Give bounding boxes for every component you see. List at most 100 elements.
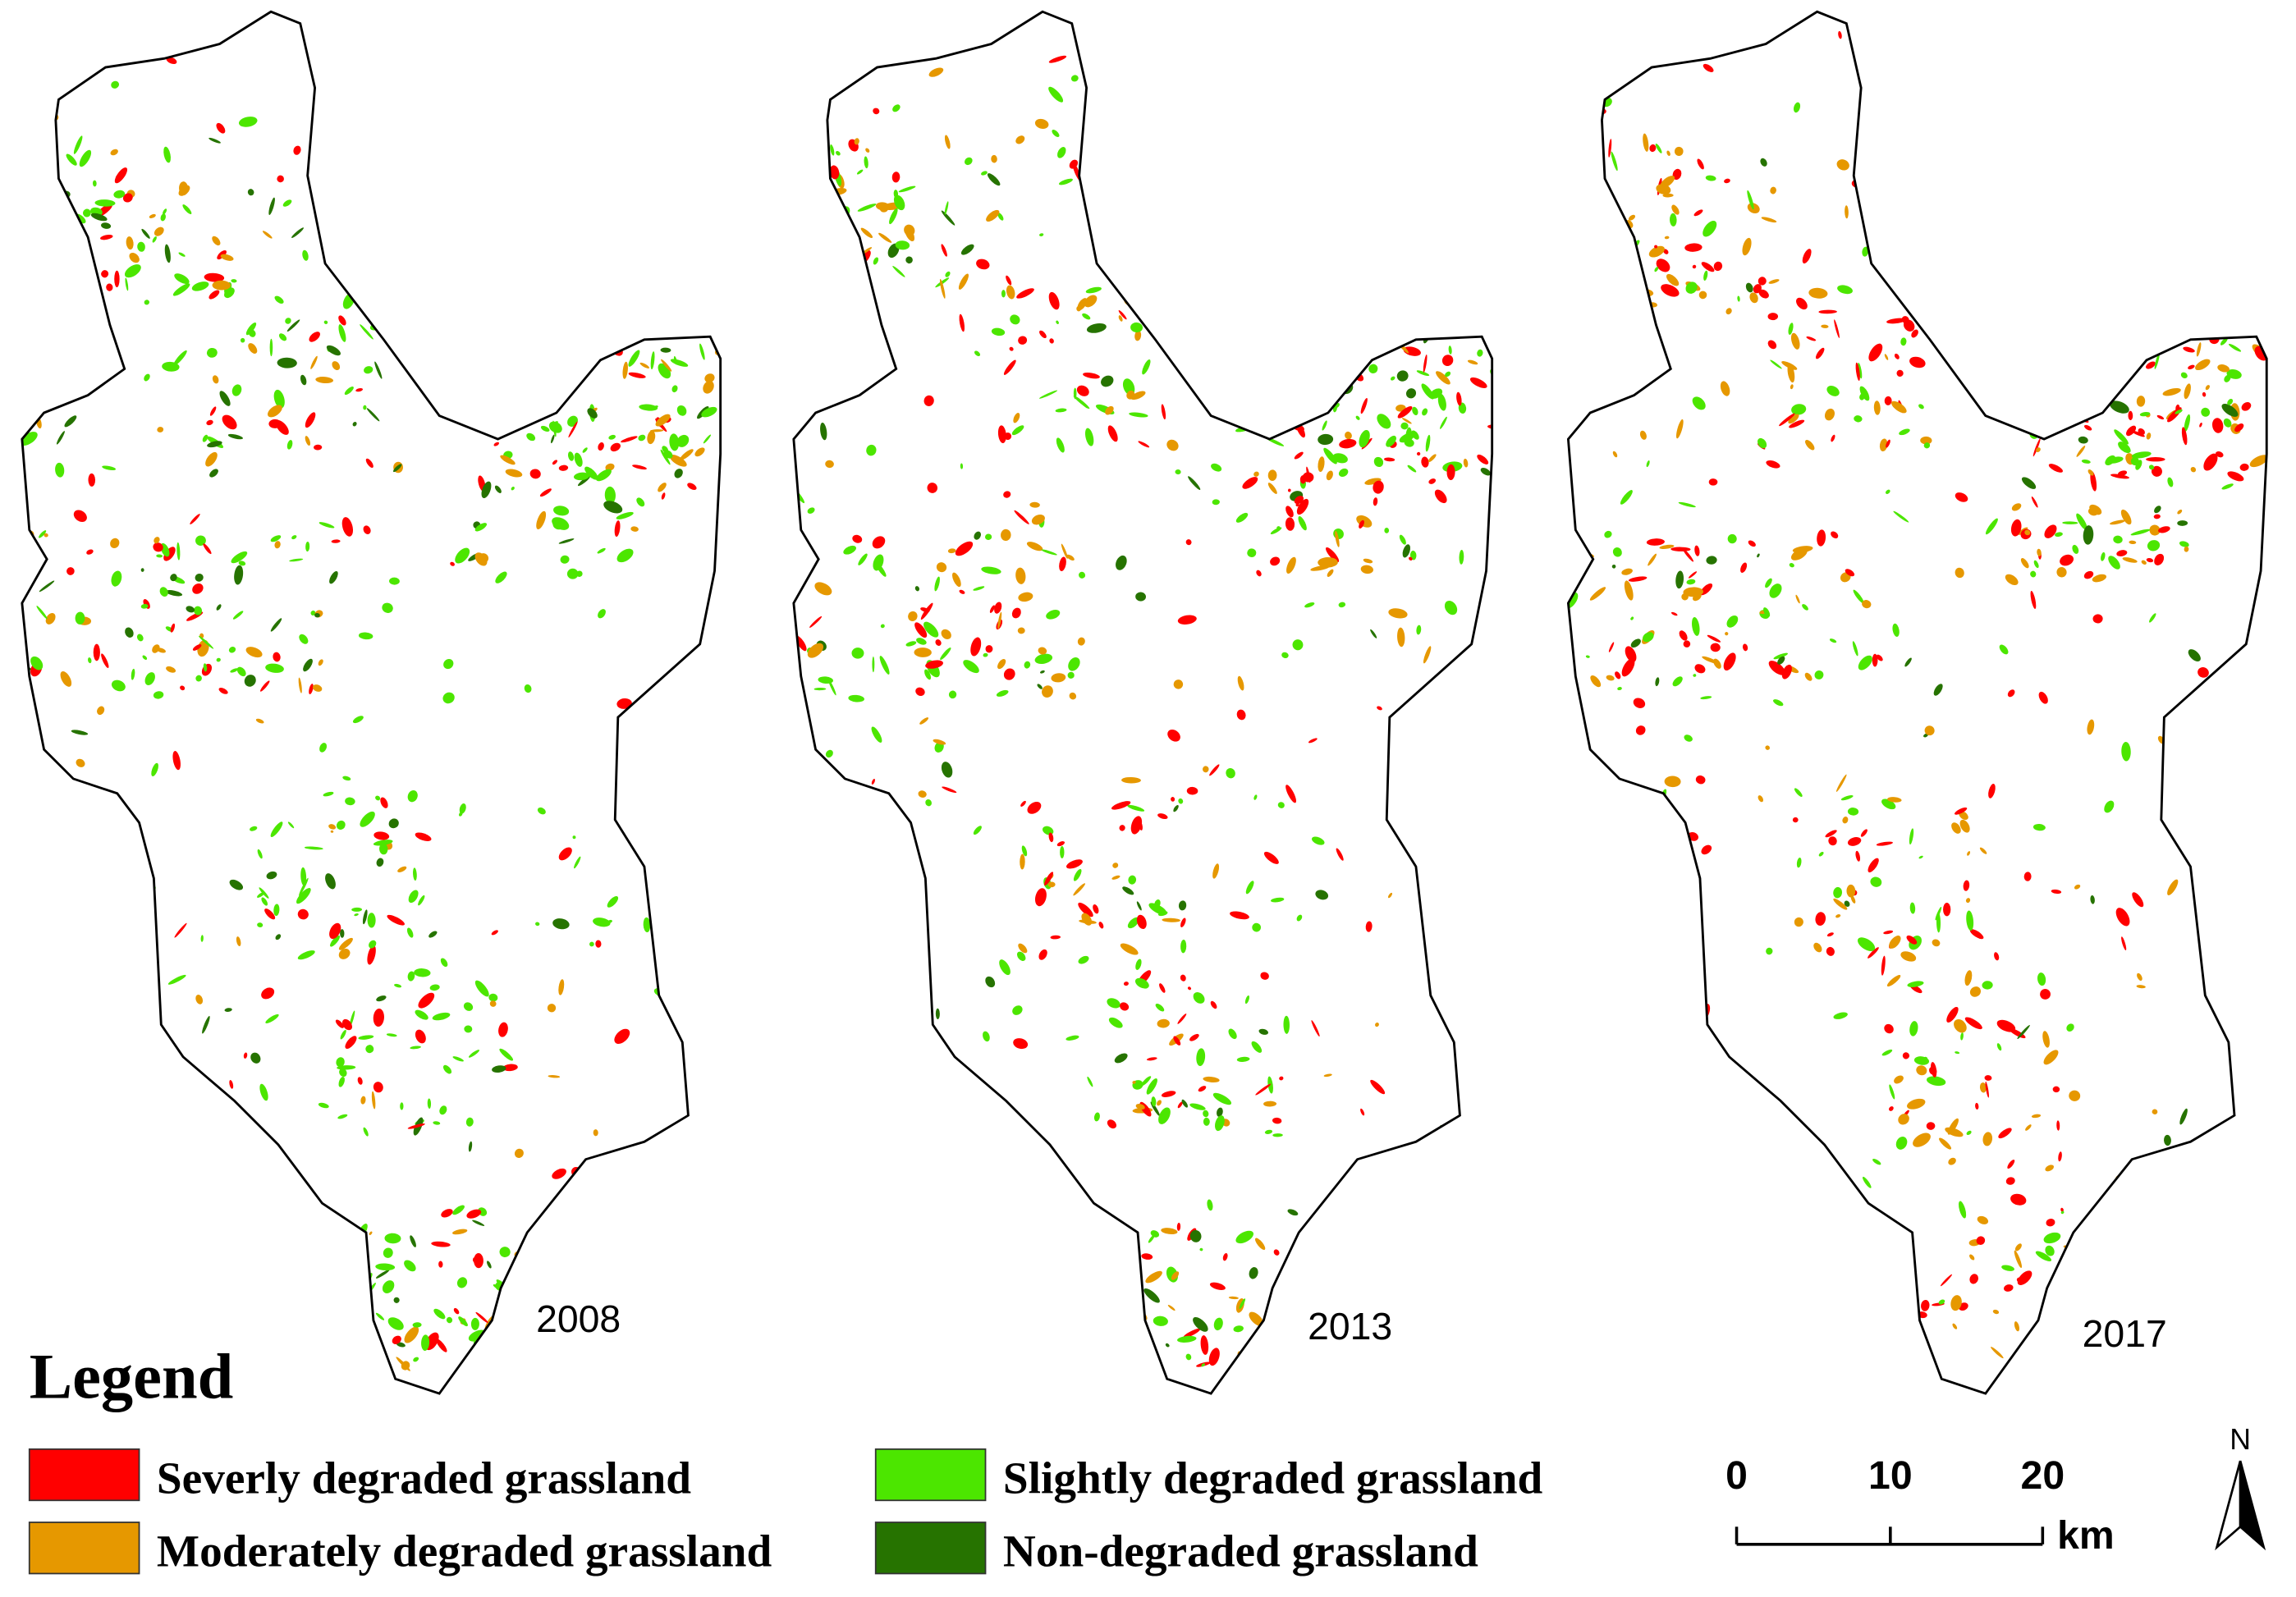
grassland-patch — [1445, 371, 1451, 378]
grassland-patch — [1969, 929, 1984, 940]
grassland-patch — [1588, 271, 1598, 278]
grassland-patch — [2074, 884, 2081, 890]
grassland-patch — [2090, 895, 2095, 904]
grassland-patch — [1939, 1137, 1952, 1150]
grassland-patch — [410, 1235, 416, 1247]
grassland-patch — [1038, 949, 1047, 960]
grassland-patch — [685, 94, 693, 103]
grassland-patch — [1050, 935, 1061, 940]
grassland-patch — [1018, 336, 1028, 345]
grassland-patch — [891, 172, 901, 183]
grassland-patch — [1881, 78, 1888, 93]
grassland-patch — [1377, 706, 1382, 711]
grassland-patch — [614, 520, 621, 538]
grassland-patch — [2062, 521, 2078, 524]
grassland-patch — [1611, 151, 1618, 172]
grassland-patch — [830, 144, 835, 156]
grassland-patch — [1326, 252, 1338, 270]
grassland-patch — [259, 1083, 268, 1101]
grassland-patch — [636, 497, 645, 507]
grassland-patch — [2046, 1219, 2055, 1227]
grassland-patch — [1643, 133, 1649, 152]
grassland-patch — [393, 464, 402, 473]
grassland-patch — [2048, 464, 2063, 473]
grassland-patch — [833, 908, 839, 913]
grassland-patch — [492, 1065, 506, 1073]
grassland-patch — [1867, 222, 1874, 231]
grassland-patch — [1781, 664, 1792, 680]
grassland-patch — [1676, 419, 1684, 439]
grassland-patch — [872, 536, 886, 549]
grassland-patch — [1894, 353, 1900, 359]
grassland-patch — [1034, 118, 1049, 129]
grassland-patch — [39, 530, 47, 538]
grassland-patch — [229, 879, 244, 890]
grassland-patch — [244, 675, 256, 687]
grassland-patch — [1084, 295, 1098, 308]
grassland-patch — [923, 23, 934, 33]
grassland-patch — [216, 122, 226, 134]
grassland-patch — [25, 1140, 36, 1151]
grassland-patch — [2010, 1193, 2027, 1206]
grassland-patch — [1694, 664, 1706, 674]
grassland-patch — [2083, 298, 2089, 302]
grassland-patch — [2130, 529, 2151, 536]
grassland-patch — [1789, 563, 1794, 568]
grassland-patch — [1200, 1335, 1209, 1355]
grassland-patch — [2087, 719, 2095, 735]
grassland-patch — [464, 1025, 473, 1033]
grassland-patch — [1428, 1350, 1439, 1362]
grassland-patch — [1779, 413, 1795, 427]
grassland-patch — [1693, 593, 1702, 602]
grassland-patch — [1082, 313, 1091, 320]
grassland-patch — [1228, 1296, 1239, 1300]
grassland-patch — [1850, 895, 1856, 904]
grassland-patch — [186, 606, 195, 613]
grassland-patch — [1945, 1127, 1964, 1137]
grassland-patch — [1318, 433, 1334, 446]
grassland-patch — [1621, 658, 1635, 677]
grassland-patch — [1156, 111, 1166, 116]
grassland-patch — [514, 1148, 524, 1158]
grassland-patch — [1998, 1128, 2012, 1139]
grassland-patch — [2131, 451, 2152, 459]
grassland-patch — [2005, 1177, 2015, 1185]
grassland-patch — [879, 1258, 888, 1272]
grassland-patch — [1135, 1104, 1145, 1110]
grassland-patch — [1009, 346, 1014, 351]
grassland-patch — [987, 173, 1001, 186]
grassland-patch — [1239, 1298, 1246, 1309]
grassland-patch — [915, 687, 925, 696]
grassland-patch — [1872, 653, 1878, 667]
grassland-patch — [1211, 463, 1222, 472]
grassland-patch — [1446, 464, 1455, 481]
grassland-patch — [923, 395, 934, 406]
grassland-patch — [1926, 1122, 1936, 1130]
grassland-patch — [2083, 103, 2092, 119]
grassland-patch — [1886, 439, 1890, 448]
grassland-patch — [2129, 540, 2137, 545]
grassland-patch — [2036, 447, 2041, 453]
grassland-patch — [1020, 853, 1025, 870]
legend-swatch — [874, 1521, 987, 1575]
grassland-patch — [593, 1129, 598, 1137]
grassland-patch — [1434, 489, 1447, 504]
grassland-patch — [1549, 657, 1556, 674]
grassland-patch — [1795, 594, 1800, 604]
grassland-patch — [2116, 550, 2128, 556]
grassland-patch — [1826, 946, 1835, 956]
grassland-patch — [172, 751, 181, 771]
grassland-patch — [650, 351, 655, 370]
grassland-patch — [2264, 1156, 2267, 1166]
grassland-patch — [2234, 1047, 2240, 1055]
grassland-patch — [1001, 290, 1006, 298]
grassland-patch — [1672, 168, 1682, 181]
grassland-patch — [836, 150, 841, 156]
grassland-patch — [1506, 414, 1515, 430]
grassland-patch — [2122, 557, 2138, 563]
grassland-patch — [1081, 913, 1093, 926]
grassland-patch — [396, 1342, 406, 1348]
grassland-patch — [1790, 384, 1794, 390]
grassland-patch — [2263, 723, 2267, 728]
grassland-patch — [1395, 298, 1410, 314]
